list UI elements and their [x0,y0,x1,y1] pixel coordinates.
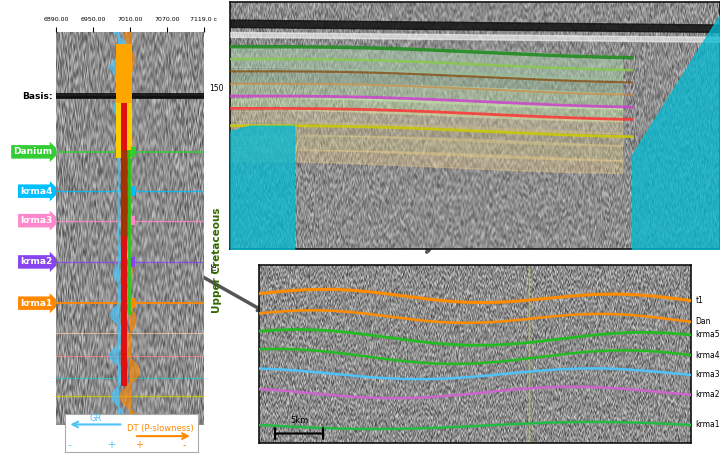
Text: Danium: Danium [14,147,53,156]
Bar [131,186,135,196]
Text: 5km: 5km [290,415,308,425]
Text: krma2: krma2 [696,390,720,399]
Text: krma3: krma3 [696,371,720,379]
Bar [121,150,130,236]
Bar [56,93,204,98]
Text: ms: ms [210,262,219,273]
Bar [116,103,132,158]
Text: krma3: krma3 [20,216,53,225]
Text: Dan: Dan [696,318,711,326]
Text: GR: GR [89,414,102,423]
Bar [116,44,132,103]
Text: Upper Cretaceous: Upper Cretaceous [212,208,222,313]
Text: -: - [67,441,71,451]
Text: t1: t1 [696,296,703,305]
Text: krma4: krma4 [20,186,53,196]
Bar [131,216,135,225]
Text: +: + [135,441,143,451]
Bar [127,150,131,315]
Bar [131,298,135,308]
Text: DT (P-slowness): DT (P-slowness) [127,424,194,433]
Bar [131,147,135,157]
Text: Basis:: Basis: [22,92,53,101]
Text: +: + [107,441,115,451]
Text: 150: 150 [210,85,224,94]
Bar [131,257,135,266]
Text: -: - [183,441,186,451]
Text: krma5: krma5 [696,330,720,340]
Text: krma1: krma1 [20,299,53,308]
Text: krma2: krma2 [20,257,53,266]
Text: krma1: krma1 [696,420,720,430]
Bar [121,103,127,386]
Text: krma4: krma4 [696,351,720,360]
